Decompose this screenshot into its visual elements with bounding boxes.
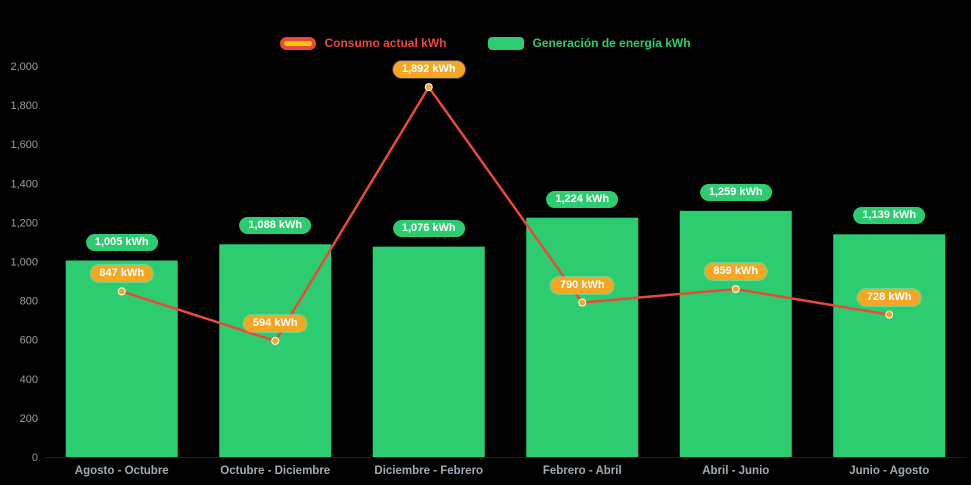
y-axis-tick-label: 0 — [32, 452, 38, 464]
y-axis-tick-label: 1,400 — [10, 178, 38, 190]
y-axis-tick-label: 1,200 — [10, 217, 38, 229]
y-axis-tick-label: 2,000 — [10, 61, 38, 73]
consumption-point-0[interactable] — [117, 287, 126, 296]
generation-bar-5[interactable] — [833, 234, 946, 457]
y-axis-tick-label: 800 — [20, 296, 38, 308]
x-axis-category-label: Octubre - Diciembre — [220, 465, 330, 477]
x-axis-category-label: Junio - Agosto — [849, 465, 929, 477]
x-axis-category-label: Diciembre - Febrero — [374, 465, 483, 477]
consumption-point-1[interactable] — [271, 336, 280, 345]
y-axis-tick-label: 1,800 — [10, 100, 38, 112]
consumption-point-5[interactable] — [885, 310, 894, 319]
y-axis-tick-label: 200 — [20, 413, 38, 425]
consumption-point-3[interactable] — [578, 298, 587, 307]
generation-bar-3[interactable] — [526, 217, 639, 457]
x-axis-category-label: Agosto - Octubre — [75, 465, 169, 477]
y-axis-tick-label: 1,000 — [10, 257, 38, 269]
consumption-line — [121, 85, 890, 343]
x-axis-category-label: Febrero - Abril — [543, 465, 622, 477]
x-axis-category-label: Abril - Junio — [702, 465, 769, 477]
generation-bar-2[interactable] — [372, 246, 485, 457]
consumption-point-4[interactable] — [731, 285, 740, 294]
chart-legend: Consumo actual kWh Generación de energía… — [0, 36, 971, 50]
consumption-point-2[interactable] — [424, 83, 433, 92]
y-axis-tick-label: 400 — [20, 374, 38, 386]
y-axis-tick-label: 1,600 — [10, 139, 38, 151]
legend-item-consumo[interactable]: Consumo actual kWh — [280, 36, 446, 50]
generacion-legend-label: Generación de energía kWh — [532, 36, 691, 50]
generation-bar-4[interactable] — [679, 210, 792, 457]
legend-item-generacion[interactable]: Generación de energía kWh — [488, 36, 691, 50]
generacion-bar-swatch-icon — [488, 36, 525, 50]
consumo-line-swatch-icon — [280, 36, 317, 50]
y-axis-tick-label: 600 — [20, 335, 38, 347]
consumo-legend-label: Consumo actual kWh — [324, 36, 447, 50]
